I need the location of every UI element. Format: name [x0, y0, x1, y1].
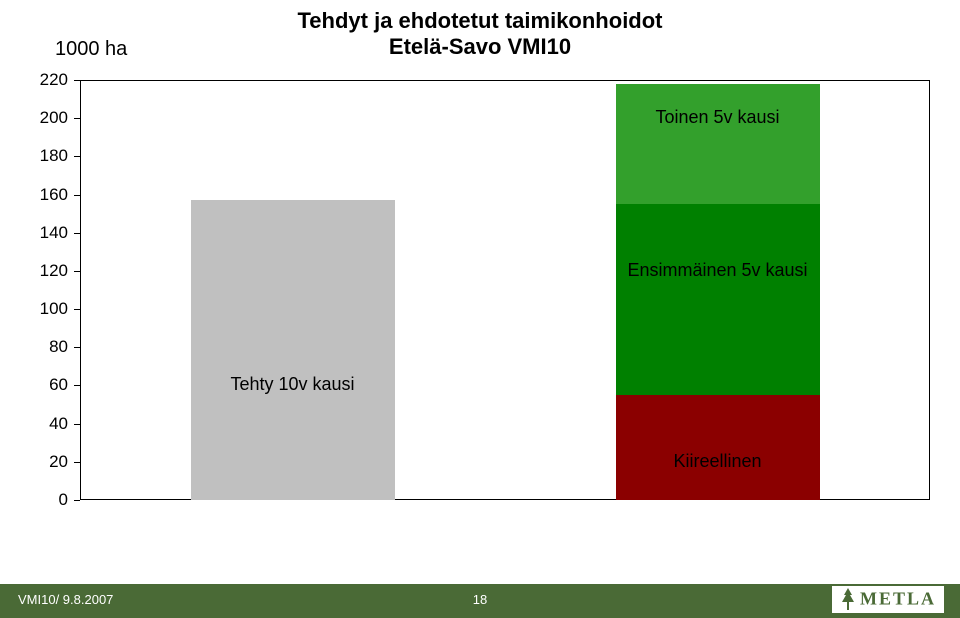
- bar-segment-label: Toinen 5v kausi: [655, 107, 779, 128]
- y-tick-label: 220: [28, 70, 68, 90]
- y-axis-unit: 1000 ha: [55, 38, 127, 61]
- y-tick-label: 100: [28, 299, 68, 319]
- bar-segment-label: Kiireellinen: [673, 451, 761, 472]
- bar-segment: [616, 84, 820, 204]
- metla-tree-icon: [840, 588, 856, 610]
- y-tick-mark: [74, 271, 80, 272]
- bar-segment: [191, 200, 395, 500]
- bar-segment-label: Ensimmäinen 5v kausi: [627, 260, 807, 281]
- y-tick-mark: [74, 118, 80, 119]
- chart-title-line2: Etelä-Savo VMI10: [0, 34, 960, 60]
- y-tick-label: 180: [28, 146, 68, 166]
- plot-area: Tehty 10v kausi Kiireellinen Ensimmäinen 5…: [80, 80, 930, 500]
- y-tick-mark: [74, 500, 80, 501]
- y-tick-mark: [74, 195, 80, 196]
- y-tick-label: 140: [28, 223, 68, 243]
- bar-chart: Tehty 10v kausi Kiireellinen Ensimmäinen 5…: [30, 80, 930, 500]
- y-tick-label: 160: [28, 185, 68, 205]
- y-tick-label: 20: [28, 452, 68, 472]
- y-tick-label: 80: [28, 337, 68, 357]
- y-tick-mark: [74, 309, 80, 310]
- y-tick-mark: [74, 462, 80, 463]
- y-tick-mark: [74, 156, 80, 157]
- y-tick-label: 200: [28, 108, 68, 128]
- y-tick-label: 0: [28, 490, 68, 510]
- y-tick-mark: [74, 385, 80, 386]
- y-tick-label: 60: [28, 375, 68, 395]
- y-tick-label: 40: [28, 414, 68, 434]
- bar-segment: [616, 395, 820, 500]
- y-tick-mark: [74, 347, 80, 348]
- y-tick-mark: [74, 80, 80, 81]
- footer-brand: METLA: [832, 586, 944, 613]
- bar-segment: [616, 204, 820, 395]
- y-tick-mark: [74, 233, 80, 234]
- footer-bar: VMI10/ 9.8.2007 18 METLA: [0, 584, 960, 618]
- bar-label: Tehty 10v kausi: [230, 374, 354, 395]
- footer-brand-text: METLA: [860, 589, 936, 609]
- y-tick-label: 120: [28, 261, 68, 281]
- y-tick-mark: [74, 424, 80, 425]
- chart-title-line1: Tehdyt ja ehdotetut taimikonhoidot: [0, 8, 960, 34]
- footer-page-number: 18: [0, 592, 960, 607]
